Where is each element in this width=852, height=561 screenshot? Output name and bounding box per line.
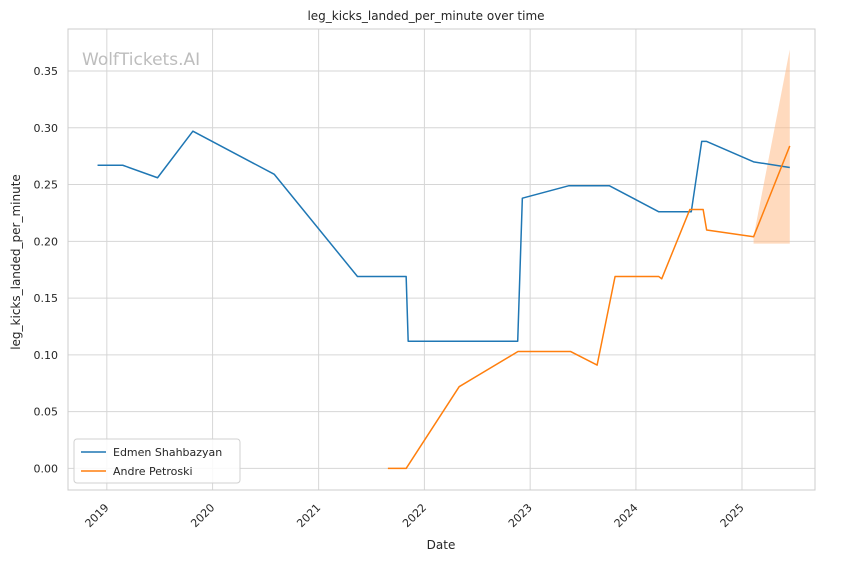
y-tick-label: 0.15	[34, 292, 59, 305]
chart-title: leg_kicks_landed_per_minute over time	[307, 9, 544, 23]
y-axis-ticks: 0.00 0.05 0.10 0.15 0.20 0.25 0.30 0.35	[34, 65, 59, 475]
legend-box	[73, 438, 241, 484]
y-tick-label: 0.35	[34, 65, 59, 78]
plot-background	[68, 29, 815, 490]
y-tick-label: 0.10	[34, 349, 59, 362]
y-tick-label: 0.30	[34, 122, 59, 135]
confidence-band-andre-petroski	[753, 49, 790, 244]
series-lines	[97, 130, 791, 470]
legend-label-edmen-shahbazyan: Edmen Shahbazyan	[113, 446, 222, 459]
confidence-bands	[753, 49, 790, 244]
x-axis-label: Date	[427, 538, 456, 552]
y-tick-label: 0.00	[34, 462, 59, 475]
plot-frame	[67, 28, 816, 491]
series-line-edmen-shahbazyan	[97, 130, 790, 343]
plot-area	[68, 29, 815, 490]
y-tick-label: 0.25	[34, 179, 59, 192]
legend: Edmen Shahbazyan Andre Petroski	[73, 438, 241, 484]
y-axis-label: leg_kicks_landed_per_minute	[9, 174, 23, 350]
legend-label-andre-petroski: Andre Petroski	[113, 465, 193, 478]
plot-border	[67, 28, 816, 491]
y-tick-label: 0.05	[34, 406, 59, 419]
series-line-andre-petroski	[387, 145, 791, 470]
y-tick-label: 0.20	[34, 235, 59, 248]
watermark: WolfTickets.AI	[82, 50, 200, 70]
